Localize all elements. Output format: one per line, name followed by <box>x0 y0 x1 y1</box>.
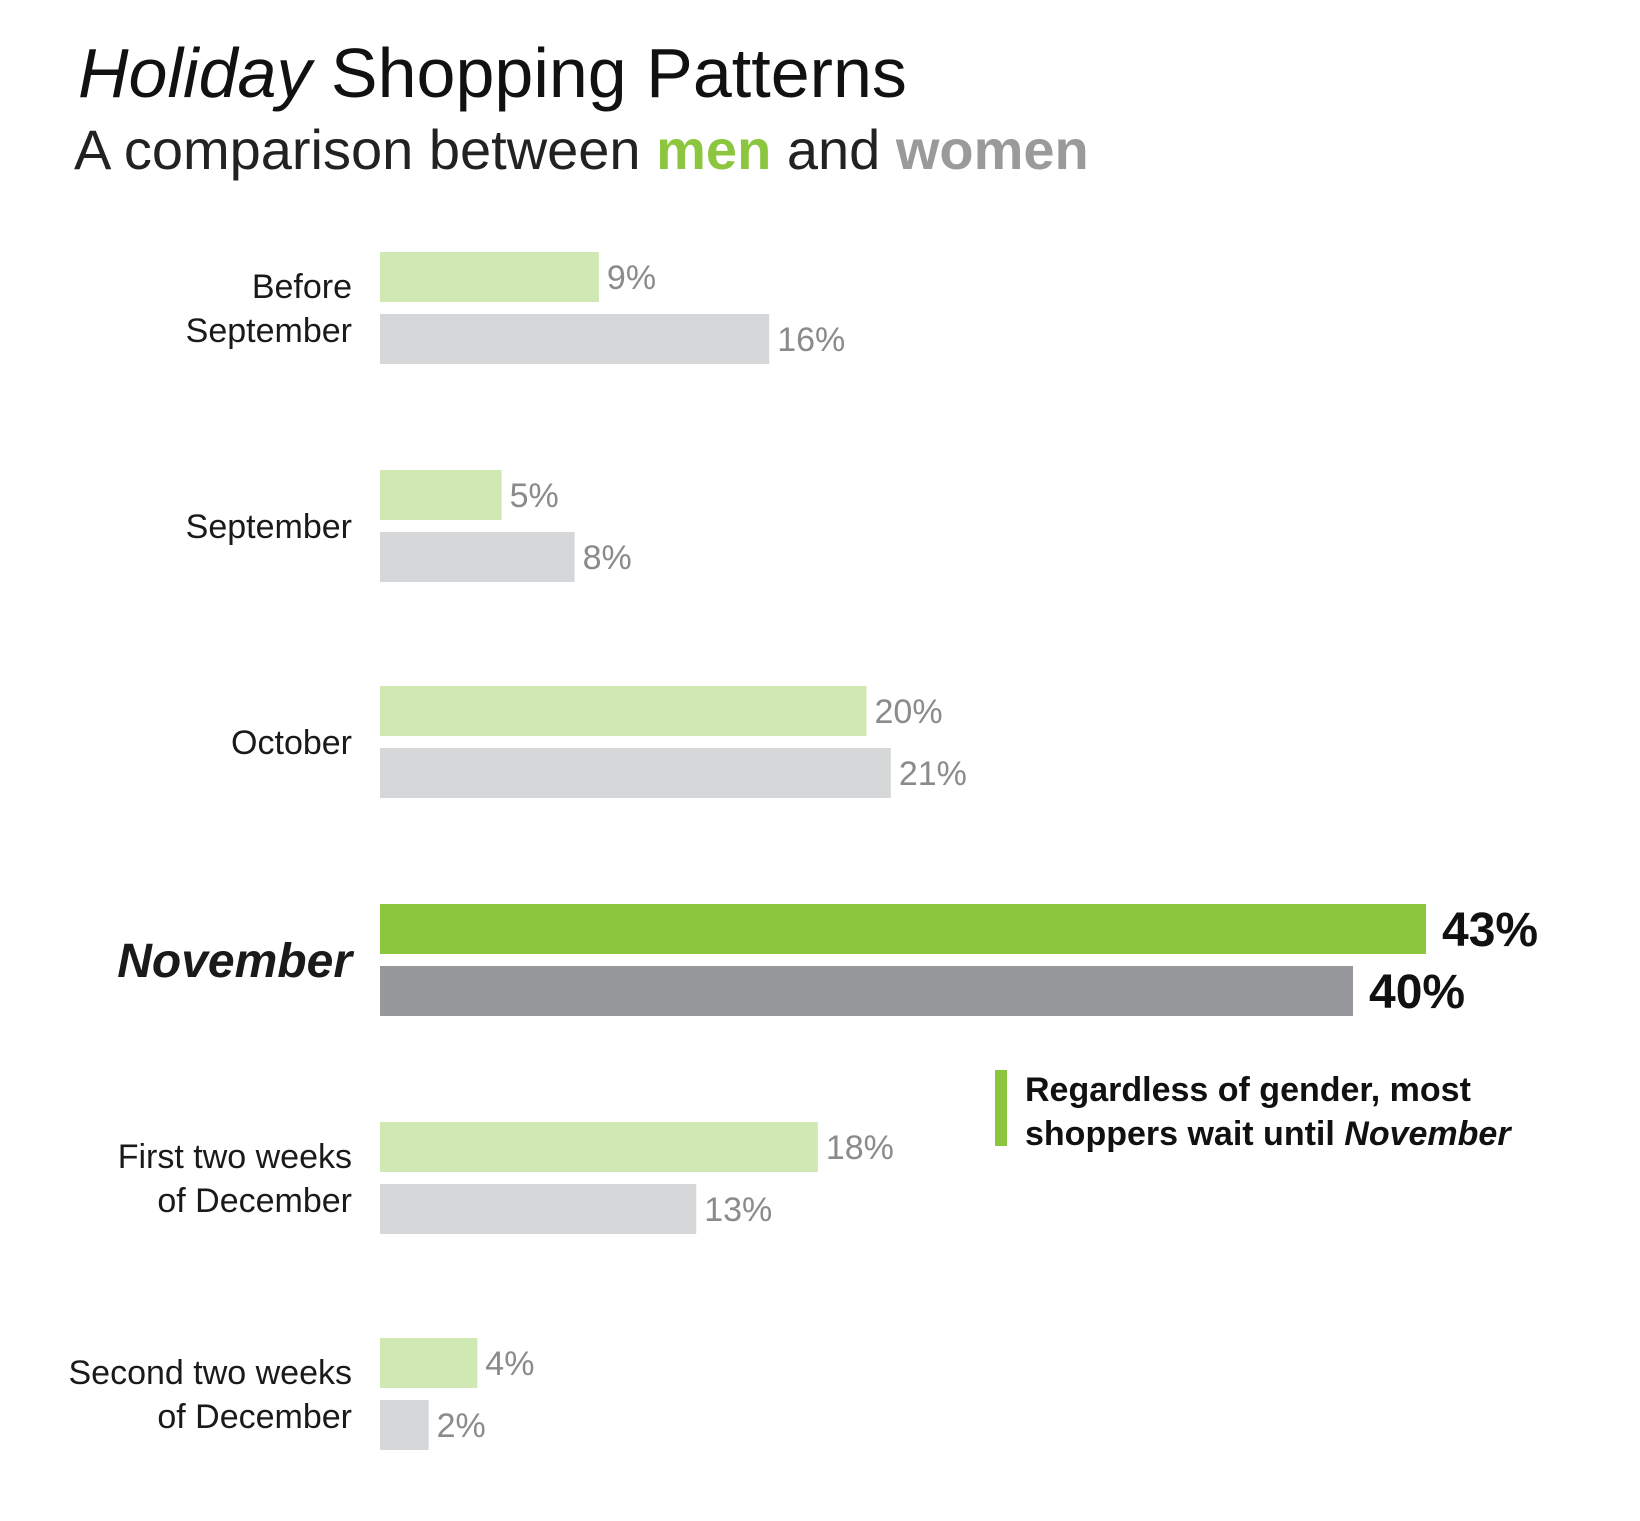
category-label-line: of December <box>157 1182 352 1220</box>
men-value-label: 4% <box>485 1345 534 1383</box>
women-bar <box>380 1184 697 1234</box>
women-value-label: 21% <box>899 755 967 793</box>
women-value-label: 13% <box>704 1191 772 1229</box>
category-label: November <box>117 935 354 988</box>
women-bar <box>380 966 1354 1016</box>
subtitle-men: men <box>656 118 772 181</box>
category-label-line: September <box>186 508 352 546</box>
men-bar <box>380 686 867 736</box>
chart-title: Holiday Shopping Patterns <box>78 38 907 108</box>
men-value-label: 43% <box>1442 904 1538 957</box>
men-bar <box>380 252 599 302</box>
chart-title-rest: Shopping Patterns <box>330 34 907 112</box>
callout-line1: Regardless of gender, most <box>1025 1071 1471 1109</box>
callout-line2-prefix: shoppers wait until <box>1025 1115 1335 1153</box>
subtitle-mid: and <box>786 118 881 181</box>
subtitle-prefix: A comparison between <box>74 118 641 181</box>
category-label: September <box>186 508 352 546</box>
category-label: Before September <box>186 268 352 350</box>
men-value-label: 9% <box>607 259 656 297</box>
category-label: October <box>231 724 352 762</box>
callout-accent-bar <box>995 1070 1007 1146</box>
men-bar <box>380 904 1426 954</box>
women-value-label: 16% <box>777 321 845 359</box>
chart-subtitle: A comparison between men and women <box>74 122 1089 178</box>
category-label: Second two weeks of December <box>69 1354 353 1436</box>
men-value-label: 18% <box>826 1129 894 1167</box>
callout-text: Regardless of gender, most shoppers wait… <box>1025 1068 1511 1156</box>
women-bar <box>380 748 891 798</box>
category-label-line: First two weeks <box>118 1138 352 1176</box>
women-value-label: 2% <box>437 1407 486 1445</box>
subtitle-women: women <box>895 118 1089 181</box>
chart-title-italic: Holiday <box>78 34 312 112</box>
men-bar <box>380 470 502 520</box>
women-bar <box>380 314 770 364</box>
women-bar <box>380 532 575 582</box>
category-label-line: September <box>186 312 352 350</box>
category-label-line: Second two weeks <box>69 1354 353 1392</box>
men-value-label: 5% <box>510 477 559 515</box>
category-label-line: of December <box>157 1398 352 1436</box>
women-bar <box>380 1400 429 1450</box>
category-label-line: Before <box>252 268 352 306</box>
category-label-line: October <box>231 724 352 762</box>
category-label: First two weeks of December <box>118 1138 352 1220</box>
men-bar <box>380 1338 478 1388</box>
callout-line2-emph: November <box>1344 1115 1511 1153</box>
men-value-label: 20% <box>875 693 943 731</box>
women-value-label: 8% <box>583 539 632 577</box>
men-bar <box>380 1122 818 1172</box>
women-value-label: 40% <box>1369 966 1465 1019</box>
category-label-line: November <box>117 935 354 988</box>
